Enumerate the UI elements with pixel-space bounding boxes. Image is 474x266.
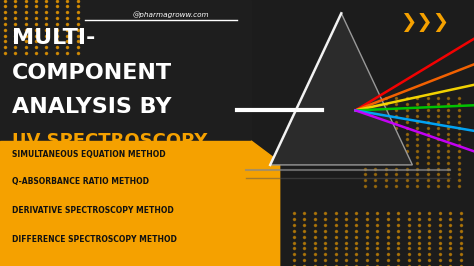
Text: DERIVATIVE SPECTROSCOPY METHOD: DERIVATIVE SPECTROSCOPY METHOD	[12, 206, 173, 215]
Text: Q-ABSORBANCE RATIO METHOD: Q-ABSORBANCE RATIO METHOD	[12, 177, 149, 186]
Text: @pharmagroww.com: @pharmagroww.com	[132, 11, 209, 18]
Bar	[0, 0, 251, 141]
Polygon shape	[270, 13, 412, 165]
Text: DIFFERENCE SPECTROSCOPY METHOD: DIFFERENCE SPECTROSCOPY METHOD	[12, 235, 177, 244]
Text: ❯❯❯: ❯❯❯	[400, 13, 449, 32]
Text: COMPONENT: COMPONENT	[12, 63, 172, 82]
Text: MULTI-: MULTI-	[12, 28, 95, 48]
Text: SIMULTANEOUS EQUATION METHOD: SIMULTANEOUS EQUATION METHOD	[12, 150, 165, 159]
Text: UV SPECTROSCOPY: UV SPECTROSCOPY	[12, 132, 207, 150]
Text: ❯❯❯: ❯❯❯	[122, 245, 153, 258]
Bar	[0, 141, 251, 266]
Text: ANALYSIS BY: ANALYSIS BY	[12, 97, 171, 117]
Polygon shape	[251, 141, 280, 266]
